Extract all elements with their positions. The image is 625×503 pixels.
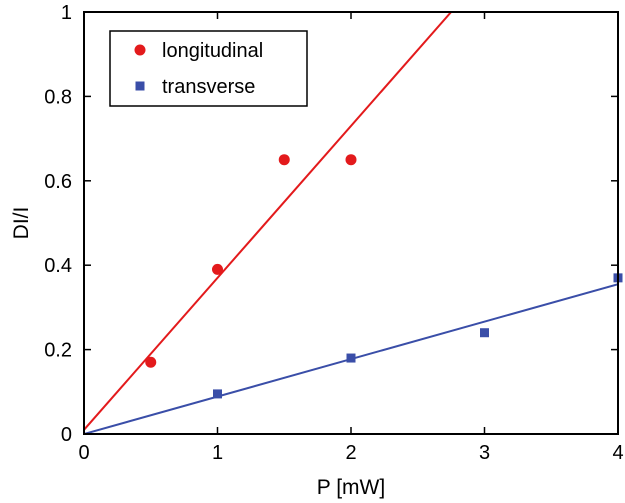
y-tick-label: 0 <box>61 424 72 446</box>
data-point-transverse <box>346 353 356 363</box>
data-point-longitudinal <box>212 263 223 275</box>
y-tick-label: 1 <box>61 2 72 24</box>
y-tick-label: 0.8 <box>44 86 72 108</box>
data-point-longitudinal <box>345 154 357 166</box>
y-tick-label: 0.6 <box>44 171 72 193</box>
x-tick-label: 4 <box>612 442 623 464</box>
axis-ticks: 0 1 2 3 4 0 0.2 0.4 0.6 0.8 1 <box>44 2 623 464</box>
x-tick-label: 3 <box>479 442 490 464</box>
x-tick-label: 2 <box>345 442 356 464</box>
x-tick-label: 0 <box>78 442 89 464</box>
data-point-longitudinal <box>145 356 157 368</box>
data-point-transverse <box>480 328 489 338</box>
legend: longitudinal transverse <box>109 30 308 107</box>
x-tick-label: 1 <box>212 442 223 464</box>
y-tick-label: 0.4 <box>44 255 72 277</box>
legend-marker-longitudinal <box>134 44 146 56</box>
y-axis-label: DI/I <box>10 207 33 240</box>
legend-marker-transverse <box>135 81 145 91</box>
x-axis-label: P [mW] <box>317 476 385 499</box>
legend-label-transverse: transverse <box>162 76 255 98</box>
y-tick-label: 0.2 <box>44 340 72 362</box>
legend-box <box>109 30 308 107</box>
fit-line-longitudinal <box>84 12 452 431</box>
data-point-transverse <box>213 389 222 399</box>
legend-label-longitudinal: longitudinal <box>162 40 263 62</box>
data-point-longitudinal <box>278 154 290 166</box>
